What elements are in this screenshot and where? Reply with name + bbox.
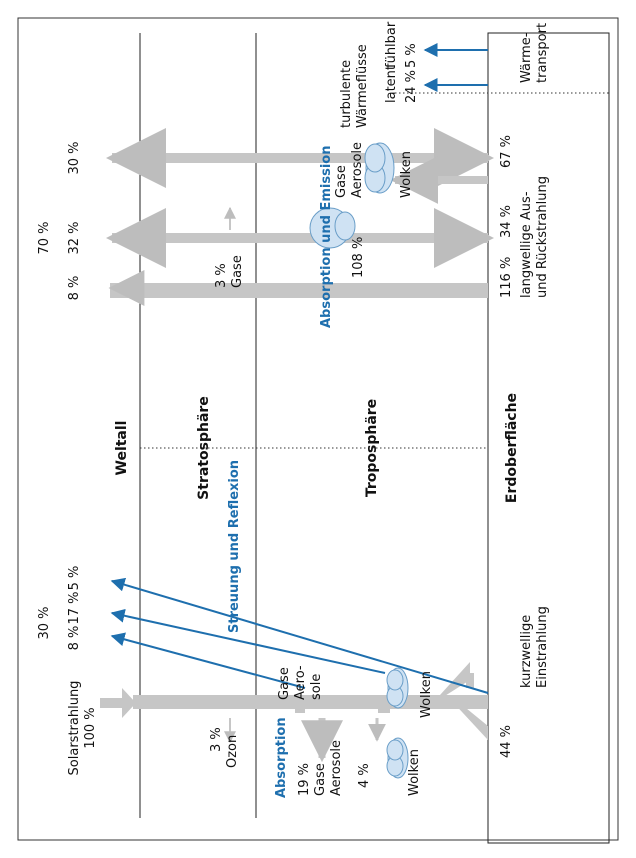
- heat-title-1: turbulente: [339, 60, 354, 128]
- lw-surface-label-1: langwellige Aus-: [519, 191, 534, 298]
- latent-label: latent: [384, 65, 399, 103]
- emission-label: Absorption und Emission: [319, 146, 334, 328]
- zone-stratosphere: Stratosphäre: [196, 396, 212, 500]
- scatter-total: 30 %: [37, 606, 52, 639]
- scatter-part-3: 5 %: [67, 566, 82, 591]
- scatter-label: Streuung und Reflexion: [227, 460, 242, 633]
- gas-label: Gase: [313, 763, 328, 796]
- reflect-clouds-arrow: [110, 608, 386, 674]
- cloud-sw-1: [386, 737, 409, 779]
- heat-title-2: Wärmeflüsse: [355, 44, 370, 128]
- aerosol-label: Aerosole: [329, 740, 344, 796]
- lw-surface-34: 34 %: [499, 205, 514, 238]
- reflect-clouds: Wolken: [419, 671, 434, 718]
- solar-input-arrow: [100, 688, 136, 718]
- reflect-surface-arrow: [110, 577, 489, 694]
- ozone-value: 3 %: [209, 727, 224, 752]
- zone-troposphere: Troposphäre: [364, 399, 380, 497]
- lw-surface-label-2: und Rückstrahlung: [535, 176, 550, 298]
- rotated-diagram: Weltall Stratosphäre Troposphäre Erdober…: [37, 21, 610, 844]
- surface-box: [487, 32, 610, 844]
- transport-1: Wärme-: [519, 32, 534, 83]
- sw-surface-label-1: kurzwellige: [519, 615, 534, 688]
- beam-reflect: [440, 662, 470, 699]
- zone-surface: Erdoberfläche: [504, 393, 520, 503]
- ozone-label: Ozon: [225, 735, 240, 768]
- lw-gas: Gase: [334, 165, 349, 198]
- reflect-gases-arrow: [110, 632, 306, 689]
- latent-value: 24 %: [404, 70, 419, 103]
- sensible-label: fühlbar: [384, 21, 399, 68]
- sw-surface-label-2: Einstrahlung: [535, 606, 550, 688]
- reflect-gas-3: sole: [309, 674, 324, 700]
- gas-branch: [295, 709, 305, 713]
- reflect-gas-2: Aero-: [293, 665, 308, 700]
- gas-aerosol-value: 19 %: [297, 763, 312, 796]
- lw-gas-label: Gase: [230, 255, 245, 288]
- solar-label: Solarstrahlung: [67, 681, 82, 776]
- longwave-flows: [106, 128, 494, 306]
- lw-part-3: 30 %: [67, 141, 82, 174]
- lw-part-1: 8 %: [67, 276, 82, 301]
- cloud-sw-2: [386, 667, 409, 709]
- absorption-label: Absorption: [274, 717, 289, 798]
- scatter-part-1: 8 %: [67, 626, 82, 651]
- gas-aerosol-cluster: [309, 207, 356, 249]
- reflect-gas-1: Gase: [277, 667, 292, 700]
- cloud-branch: [378, 709, 390, 713]
- lw-gas-value: 3 %: [214, 263, 229, 288]
- scatter-part-2: 17 %: [67, 591, 82, 624]
- lw-part-2: 32 %: [67, 221, 82, 254]
- cloud-lw: [364, 142, 395, 194]
- sw-surface-value: 44 %: [499, 725, 514, 758]
- lw-clouds: Wolken: [399, 151, 414, 198]
- lw-surface-67: 67 %: [499, 135, 514, 168]
- beam-to-surface: [450, 695, 488, 740]
- lw-total: 70 %: [37, 221, 52, 254]
- sensible-value: 5 %: [404, 43, 419, 68]
- transport-2: transport: [535, 23, 550, 83]
- solar-value: 100 %: [83, 707, 98, 748]
- lw-aerosol: Aerosole: [350, 142, 365, 198]
- cloud-abs-value: 4 %: [357, 763, 372, 788]
- lw-surface-116: 116 %: [499, 257, 514, 298]
- cloud-abs-label: Wolken: [407, 749, 422, 796]
- lw-108: 108 %: [351, 237, 366, 278]
- page-frame: [17, 17, 619, 841]
- zone-space: Weltall: [114, 421, 130, 476]
